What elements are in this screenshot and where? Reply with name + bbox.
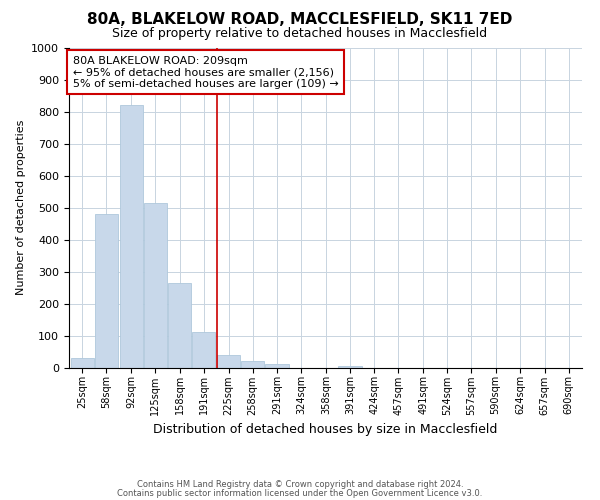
Bar [338,366,362,368]
Bar [119,105,143,368]
Text: 80A BLAKELOW ROAD: 209sqm
← 95% of detached houses are smaller (2,156)
5% of sem: 80A BLAKELOW ROAD: 209sqm ← 95% of detac… [73,56,338,88]
X-axis label: Distribution of detached houses by size in Macclesfield: Distribution of detached houses by size … [154,423,497,436]
Bar [217,354,240,368]
Text: 80A, BLAKELOW ROAD, MACCLESFIELD, SK11 7ED: 80A, BLAKELOW ROAD, MACCLESFIELD, SK11 7… [88,12,512,28]
Bar [241,361,265,368]
Text: Contains HM Land Registry data © Crown copyright and database right 2024.: Contains HM Land Registry data © Crown c… [137,480,463,489]
Bar [71,358,94,368]
Bar [168,282,191,368]
Y-axis label: Number of detached properties: Number of detached properties [16,120,26,295]
Text: Contains public sector information licensed under the Open Government Licence v3: Contains public sector information licen… [118,489,482,498]
Text: Size of property relative to detached houses in Macclesfield: Size of property relative to detached ho… [112,28,488,40]
Bar [192,332,215,368]
Bar [265,364,289,368]
Bar [95,214,118,368]
Bar [144,202,167,368]
